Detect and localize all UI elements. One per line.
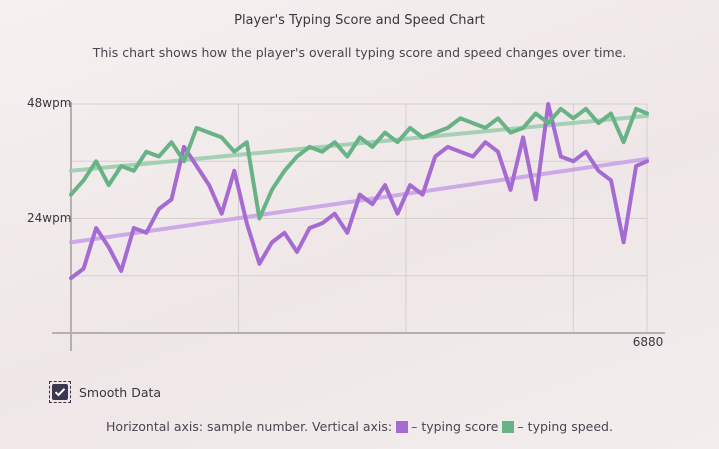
y-tick-label-24: 24wpm [27, 210, 72, 225]
chart-legend: Horizontal axis: sample number. Vertical… [0, 419, 719, 434]
legend-swatch-score [396, 421, 409, 433]
legend-swatch-speed [502, 421, 515, 433]
chart-title: Player's Typing Score and Speed Chart [234, 13, 485, 28]
chart-grid [70, 103, 648, 333]
series-line-speed [69, 106, 649, 221]
legend-score-text: – typing score [411, 419, 499, 434]
smooth-data-label: Smooth Data [79, 384, 162, 400]
legend-speed-text: – typing speed. [517, 419, 613, 434]
checkmark-icon [52, 384, 68, 400]
series-line-score [69, 102, 649, 281]
series-line-speed-trend [69, 113, 649, 173]
y-tick-label-48: 48wpm [27, 96, 72, 110]
x-tick-label-6880: 6880 [632, 335, 664, 349]
smooth-data-toggle[interactable]: Smooth Data [49, 379, 161, 405]
chart-series [69, 102, 649, 281]
chart-subtitle: This chart shows how the player's overal… [92, 45, 627, 60]
smooth-data-checkbox[interactable] [49, 381, 71, 403]
chart-axes [52, 102, 665, 351]
legend-prefix: Horizontal axis: sample number. Vertical… [106, 419, 393, 434]
